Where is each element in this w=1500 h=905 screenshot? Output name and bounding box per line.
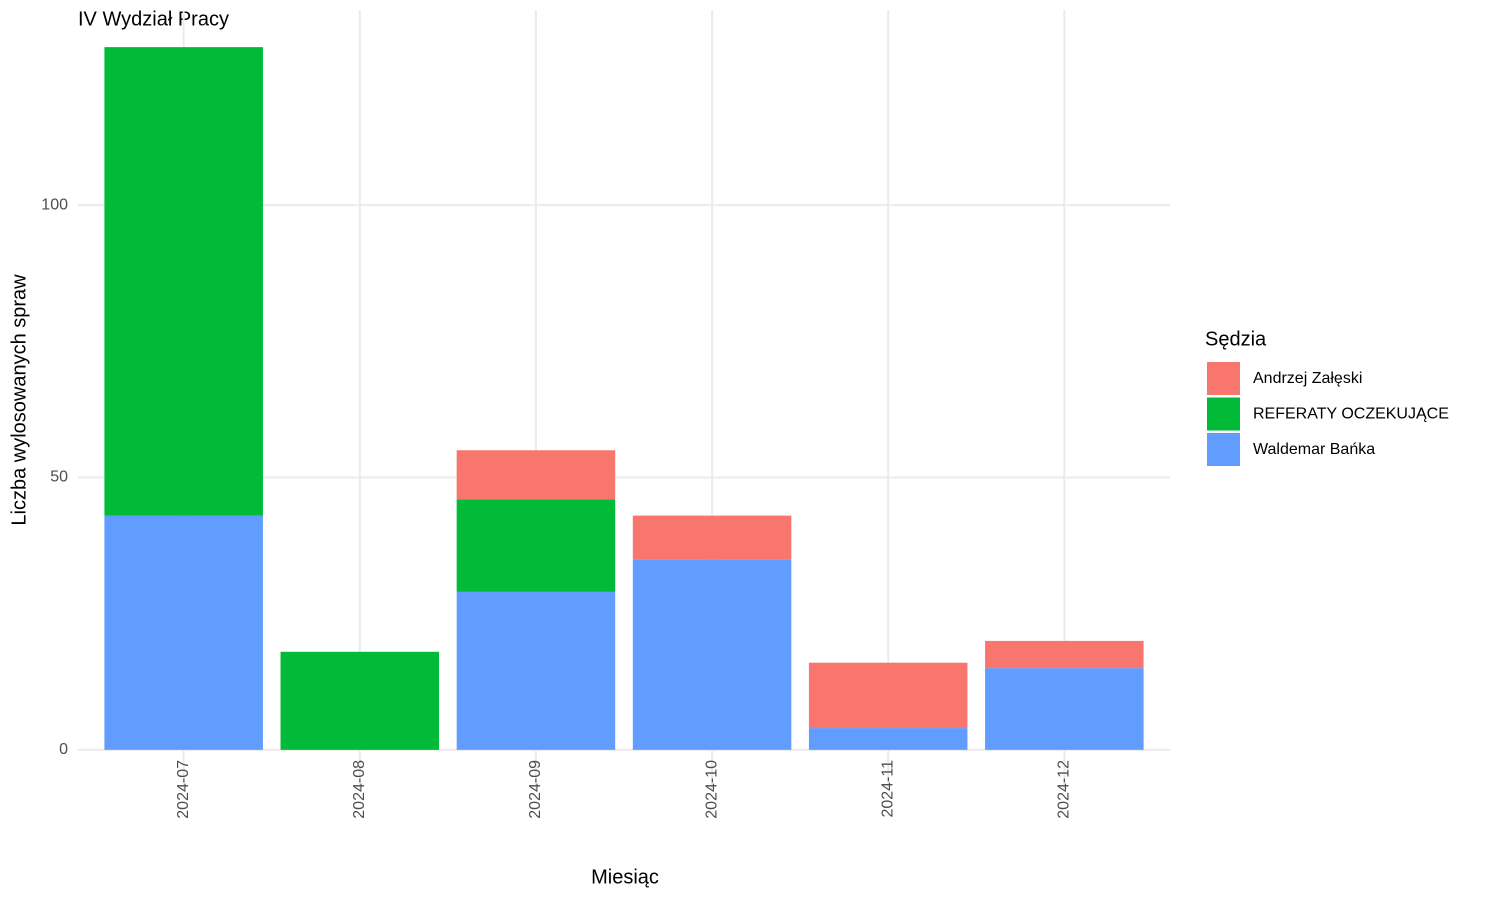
chart-title: IV Wydział Pracy	[78, 8, 229, 30]
bar-segment	[104, 47, 263, 516]
legend-key	[1207, 397, 1240, 431]
y-tick-label: 0	[59, 741, 68, 758]
legend-key	[1207, 433, 1240, 466]
bar-segment	[985, 668, 1144, 750]
bar-segment	[985, 640, 1144, 669]
legend-label: Waldemar Bańka	[1253, 441, 1375, 458]
legend-key	[1207, 362, 1240, 395]
bar-segment	[632, 515, 792, 560]
legend-title: Sędzia	[1205, 328, 1267, 350]
x-tick-label: 2024-10	[703, 760, 720, 819]
bar-segment	[808, 728, 968, 750]
y-axis-title: Liczba wylosowanych spraw	[8, 274, 30, 526]
bar-segment	[456, 499, 616, 592]
bar-segment	[808, 662, 968, 729]
y-tick-label: 50	[50, 469, 68, 486]
bar-segment	[456, 591, 616, 750]
legend-label: Andrzej Załęski	[1253, 370, 1362, 387]
x-tick-label: 2024-08	[351, 760, 368, 819]
bar-segment	[632, 559, 792, 750]
bar-segment	[280, 651, 440, 750]
x-axis-title: Miesiąc	[591, 866, 659, 888]
x-tick-label: 2024-12	[1056, 760, 1073, 819]
y-tick-label: 100	[41, 196, 68, 213]
x-tick-label: 2024-09	[527, 760, 544, 819]
x-tick-label: 2024-07	[175, 760, 192, 819]
legend-label: REFERATY OCZEKUJĄCE	[1253, 406, 1449, 423]
bar-segment	[104, 515, 263, 750]
bar-segment	[456, 450, 616, 500]
x-tick-label: 2024-11	[879, 760, 896, 818]
